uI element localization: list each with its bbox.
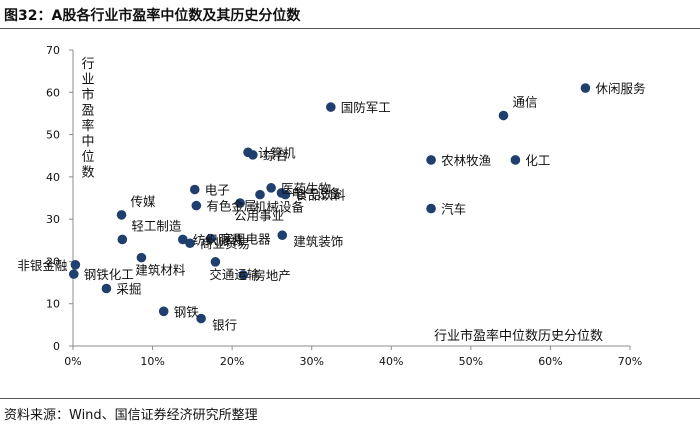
data-point <box>277 230 288 241</box>
data-point <box>116 210 127 220</box>
data-point <box>189 184 200 195</box>
data-point <box>136 252 147 263</box>
data-label: 建筑材料 <box>135 263 186 278</box>
data-label: 商业贸易 <box>200 236 250 251</box>
data-label: 食品饮料 <box>295 188 346 203</box>
y-tick-label: 10 <box>46 298 60 311</box>
data-point <box>158 306 169 317</box>
data-point <box>248 150 258 160</box>
y-tick-label: 40 <box>46 171 60 184</box>
data-point <box>101 283 112 294</box>
data-label: 轻工制造 <box>131 218 182 233</box>
x-tick-label: 30% <box>299 355 323 368</box>
data-label: 非银金融 <box>17 258 68 273</box>
y-tick-label: 0 <box>53 340 60 353</box>
y-tick-label: 30 <box>46 213 60 226</box>
data-point <box>185 238 195 249</box>
data-label: 电气设备 <box>291 186 342 201</box>
data-label: 综合 <box>263 148 289 163</box>
data-label: 国防军工 <box>341 100 391 115</box>
data-label: 农林牧渔 <box>441 153 491 168</box>
data-point <box>426 155 436 165</box>
data-label: 传媒 <box>131 194 157 209</box>
data-label: 建筑装饰 <box>293 234 343 249</box>
data-label: 房地产 <box>253 268 291 283</box>
data-label: 通信 <box>512 95 537 110</box>
data-label: 医药生物 <box>281 181 331 196</box>
x-tick-label: 60% <box>538 355 562 368</box>
data-point <box>117 234 128 245</box>
data-point <box>266 183 276 193</box>
data-point <box>70 260 81 270</box>
data-point <box>326 102 336 112</box>
data-label: 有色金属 <box>206 199 256 214</box>
data-label: 休闲服务 <box>595 81 645 96</box>
data-label: 公用事业 <box>234 208 284 223</box>
title-divider <box>0 28 700 29</box>
y-tick-label: 50 <box>46 129 60 142</box>
source-divider <box>0 398 700 399</box>
data-label: 交通运输 <box>209 267 260 282</box>
data-point <box>191 200 202 211</box>
data-label: 化工 <box>525 153 550 168</box>
source-note: 资料来源：Wind、国信证券经济研究所整理 <box>4 408 258 423</box>
data-label: 钢铁化工 <box>84 267 134 282</box>
data-label: 汽车 <box>441 202 466 217</box>
data-label: 家用电器 <box>221 232 272 247</box>
x-tick-label: 0% <box>64 355 81 368</box>
x-tick-label: 10% <box>140 355 164 368</box>
figure-title: 图32：A股各行业市盈率中位数及其历史分位数 <box>4 8 301 24</box>
data-point <box>580 83 591 93</box>
data-point <box>498 110 509 121</box>
y-tick-label: 70 <box>46 44 60 57</box>
y-tick-label: 20 <box>46 255 60 268</box>
x-tick-label: 50% <box>459 355 483 368</box>
data-label: 钢铁 <box>174 304 200 319</box>
data-point <box>178 234 188 245</box>
x-tick-label: 70% <box>618 355 642 368</box>
y-axis-label: 行业市盈率中位数 <box>81 57 94 181</box>
x-tick-label: 20% <box>220 355 244 368</box>
data-point <box>205 233 216 244</box>
data-point <box>235 198 245 208</box>
data-label: 电子 <box>205 183 230 198</box>
axes: 0 10 20 30 40 50 60 70 0% 10% 20% 30% 40% 50% 60% 70% 行业… <box>46 44 642 368</box>
x-tick-label: 40% <box>379 355 403 368</box>
data-point <box>280 189 291 200</box>
data-point <box>510 155 521 165</box>
data-point <box>255 189 265 200</box>
x-axis-label: 行业市盈率中位数历史分位数 <box>434 328 603 344</box>
data-point <box>210 257 221 267</box>
data-point <box>426 203 436 214</box>
data-label: 采掘 <box>116 281 141 296</box>
data-point <box>238 270 249 280</box>
y-tick-label: 60 <box>46 86 60 99</box>
data-points <box>68 83 591 324</box>
data-point <box>68 269 79 279</box>
data-label: 纺织服装 <box>193 232 243 247</box>
data-label: 计算机 <box>258 145 296 160</box>
figure-title-bar: 图32：A股各行业市盈率中位数及其历史分位数 <box>0 0 700 28</box>
data-label: 机械设备 <box>254 200 305 215</box>
data-point <box>196 313 206 324</box>
data-label: 银行 <box>212 318 237 333</box>
